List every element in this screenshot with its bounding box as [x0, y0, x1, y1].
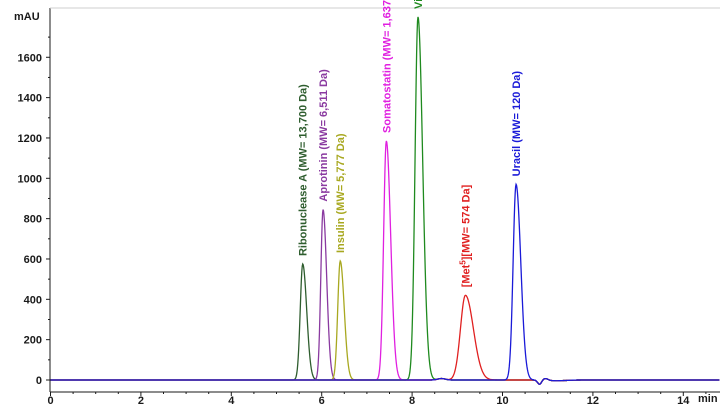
y-tick-label: 400	[24, 294, 42, 306]
peak-label-3: Insulin (MW= 5,777 Da)	[335, 133, 347, 253]
x-axis-unit-label: min	[698, 393, 718, 405]
y-tick-label: 1400	[18, 93, 42, 105]
trace-peak-3	[50, 259, 720, 385]
peak-label-part: ][MW= 574 Da]	[460, 184, 472, 260]
y-tick-label: 800	[24, 214, 42, 226]
x-tick-label: 4	[228, 395, 235, 406]
trace-peak-4	[50, 140, 720, 385]
trace-peak-2	[50, 209, 720, 385]
peak-label-4: Somatostatin (MW= 1,637 Da)	[381, 0, 393, 133]
y-tick-label: 1600	[18, 52, 42, 64]
y-tick-label: 0	[36, 375, 42, 387]
peak-label-5: Vitamin B12 (MW= 1,355 Da)	[413, 0, 425, 9]
peak-label-2: Aprotinin (MW= 6,511 Da)	[318, 69, 330, 202]
x-tick-label: 8	[409, 395, 415, 406]
peak-label-part: [Met	[460, 264, 472, 287]
x-tick-label: 6	[319, 395, 325, 406]
y-axis-unit-label: mAU	[14, 11, 40, 23]
x-tick-label: 10	[496, 395, 508, 406]
peak-labels: Ribonuclease A (MW= 13,700 Da) Aprotinin …	[298, 0, 523, 287]
x-tick-label: 0	[47, 395, 53, 406]
x-tick-label: 14	[677, 395, 690, 406]
y-tick-label: 200	[24, 335, 42, 347]
peak-label-superscript: 5	[458, 260, 467, 265]
y-tick-label: 1000	[18, 173, 42, 185]
x-tick-label: 2	[138, 395, 144, 406]
traces	[50, 16, 720, 385]
peak-label-1: Ribonuclease A (MW= 13,700 Da)	[298, 84, 310, 256]
x-tick-label: 12	[587, 395, 599, 406]
trace-peak-1	[50, 262, 720, 385]
y-tick-label: 1200	[18, 133, 42, 145]
axes: 0 200 400 600 800 1000 1200 1400 1600 0 2 4 6 8 10 12 14	[18, 7, 720, 406]
trace-peak-6	[50, 294, 720, 385]
y-tick-label: 600	[24, 254, 42, 266]
peak-label-6: [Met5][MW= 574 Da]	[458, 184, 472, 287]
trace-peak-7	[50, 182, 720, 385]
peak-label-7: Uracil (MW= 120 Da)	[511, 71, 523, 177]
